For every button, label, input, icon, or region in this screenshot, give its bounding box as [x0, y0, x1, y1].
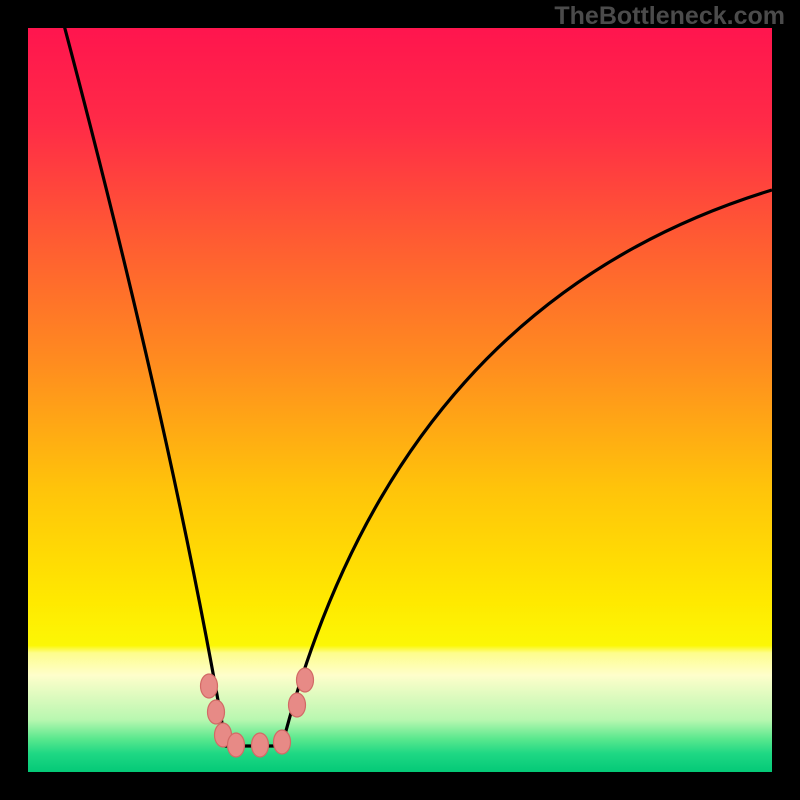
gradient-background [28, 28, 772, 772]
curve-marker [201, 674, 218, 698]
curve-marker [228, 733, 245, 757]
curve-marker [208, 700, 225, 724]
curve-marker [297, 668, 314, 692]
curve-marker [274, 730, 291, 754]
curve-marker [252, 733, 269, 757]
chart-canvas [0, 0, 800, 800]
curve-marker [289, 693, 306, 717]
watermark-text: TheBottleneck.com [554, 2, 785, 31]
